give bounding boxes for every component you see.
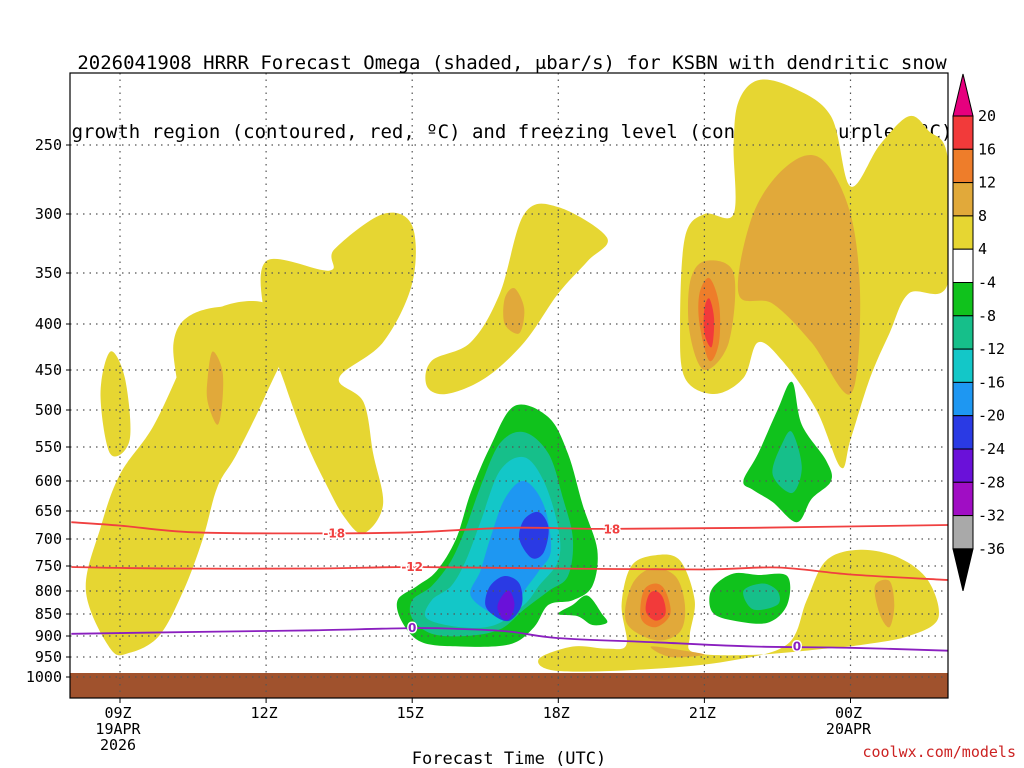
y-tick-label-850: 850 — [35, 605, 62, 623]
colorbar-bin-2 — [952, 148, 974, 184]
y-tick-label-750: 750 — [35, 557, 62, 575]
colorbar-label-6: -8 — [978, 307, 996, 325]
contour-label-2: -12 — [401, 560, 423, 574]
x-tick-label-18-0: 18Z — [543, 704, 570, 722]
colorbar-bin-13 — [952, 515, 974, 550]
y-tick-label-700: 700 — [35, 530, 62, 548]
x-tick-label-9-2: 2026 — [100, 736, 136, 754]
x-tick-label-24-0: 00Z — [835, 704, 862, 722]
x-tick-label-9-0: 09Z — [104, 704, 131, 722]
colorbar-label-7: -12 — [978, 340, 1005, 358]
y-axis: 250 300 350 400 450 500 550 600 650 700 750 800 850 9… — [26, 136, 70, 686]
colorbar-label-12: -32 — [978, 507, 1005, 525]
credit-text: coolwx.com/models — [862, 743, 1016, 761]
gridlines — [70, 73, 948, 698]
omega-region-23 — [743, 583, 780, 611]
omega-region-8 — [503, 288, 525, 334]
colorbar-bin-3 — [952, 182, 974, 217]
colorbar-label-5: -4 — [978, 274, 996, 292]
colorbar-bottom-arrow — [952, 548, 974, 592]
omega-region-13 — [650, 646, 705, 658]
y-tick-label-550: 550 — [35, 438, 62, 456]
x-axis-label: Forecast Time (UTC) — [412, 749, 606, 768]
y-tick-label-950: 950 — [35, 648, 62, 666]
contour-line-2 — [71, 627, 948, 652]
colorbar-bin-10 — [952, 415, 974, 450]
contour-label-1: 18 — [604, 522, 621, 536]
y-tick-label-500: 500 — [35, 401, 62, 419]
y-tick-label-1000: 1000 — [26, 668, 62, 686]
y-tick-label-350: 350 — [35, 264, 62, 282]
omega-region-16 — [703, 298, 715, 348]
contour-label-0: -18 — [323, 526, 345, 540]
x-tick-label-12-0: 12Z — [251, 704, 278, 722]
colorbar-label-2: 12 — [978, 174, 996, 192]
chart-title-line-1: 2026041908 HRRR Forecast Omega (shaded, … — [77, 52, 947, 74]
chart-title: 2026041908 HRRR Forecast Omega (shaded, … — [0, 6, 1024, 167]
omega-region-7 — [206, 351, 224, 425]
y-tick-label-450: 450 — [35, 361, 62, 379]
colorbar-bin-11 — [952, 448, 974, 483]
x-tick-label-9-1: 19APR — [95, 720, 141, 738]
omega-region-29 — [497, 590, 515, 620]
colorbar: 20 16 12 8 4 -4 -8 -12 -16 -20 -24 -28 -32 -36 — [952, 73, 1005, 592]
colorbar-bin-12 — [952, 481, 974, 517]
omega-region-24 — [772, 431, 802, 494]
colorbar-bin-4 — [952, 215, 974, 250]
omega-region-3 — [260, 212, 416, 534]
y-tick-label-800: 800 — [35, 582, 62, 600]
omega-region-1 — [158, 306, 247, 506]
y-tick-label-400: 400 — [35, 315, 62, 333]
omega-region-12 — [874, 579, 895, 628]
plot-frame — [69, 72, 949, 699]
colorbar-bin-7 — [952, 315, 974, 350]
y-tick-label-650: 650 — [35, 502, 62, 520]
y-tick-label-600: 600 — [35, 472, 62, 490]
colorbar-label-13: -36 — [978, 540, 1005, 558]
colorbar-label-0: 20 — [978, 107, 996, 125]
colorbar-label-3: 8 — [978, 207, 987, 225]
x-tick-label-15-0: 15Z — [397, 704, 424, 722]
colorbar-label-4: 4 — [978, 240, 987, 258]
omega-region-28 — [519, 511, 549, 559]
x-tick-label-24-1: 20APR — [826, 720, 872, 738]
x-tick-label-21-0: 21Z — [689, 704, 716, 722]
contour-label-3: 0 — [408, 621, 416, 635]
colorbar-label-8: -16 — [978, 373, 1005, 391]
colorbar-bin-9 — [952, 381, 974, 417]
omega-region-19 — [558, 595, 608, 626]
omega-region-2 — [100, 351, 131, 457]
colorbar-bin-8 — [952, 348, 974, 383]
y-tick-label-300: 300 — [35, 205, 62, 223]
y-tick-label-900: 900 — [35, 627, 62, 645]
omega-region-10 — [737, 154, 861, 395]
colorbar-label-11: -28 — [978, 473, 1005, 491]
ground-band — [70, 673, 948, 698]
colorbar-bin-6 — [952, 282, 974, 317]
contour-label-4: 0 — [793, 640, 801, 654]
y-tick-label-250: 250 — [35, 136, 62, 154]
colorbar-top-arrow — [952, 73, 974, 117]
omega-region-17 — [645, 590, 666, 621]
contour-line-1 — [71, 566, 948, 581]
colorbar-label-1: 16 — [978, 140, 996, 158]
chart-title-line-2: growth region (contoured, red, ºC) and f… — [71, 121, 953, 143]
omega-shading — [85, 79, 948, 672]
colorbar-label-10: -24 — [978, 440, 1005, 458]
temperature-contours: -18 18 -12 0 0 — [71, 521, 948, 655]
colorbar-bin-1 — [952, 115, 974, 150]
colorbar-label-9: -20 — [978, 407, 1005, 425]
colorbar-bin-5 — [952, 248, 974, 283]
contour-line-0 — [71, 521, 948, 535]
